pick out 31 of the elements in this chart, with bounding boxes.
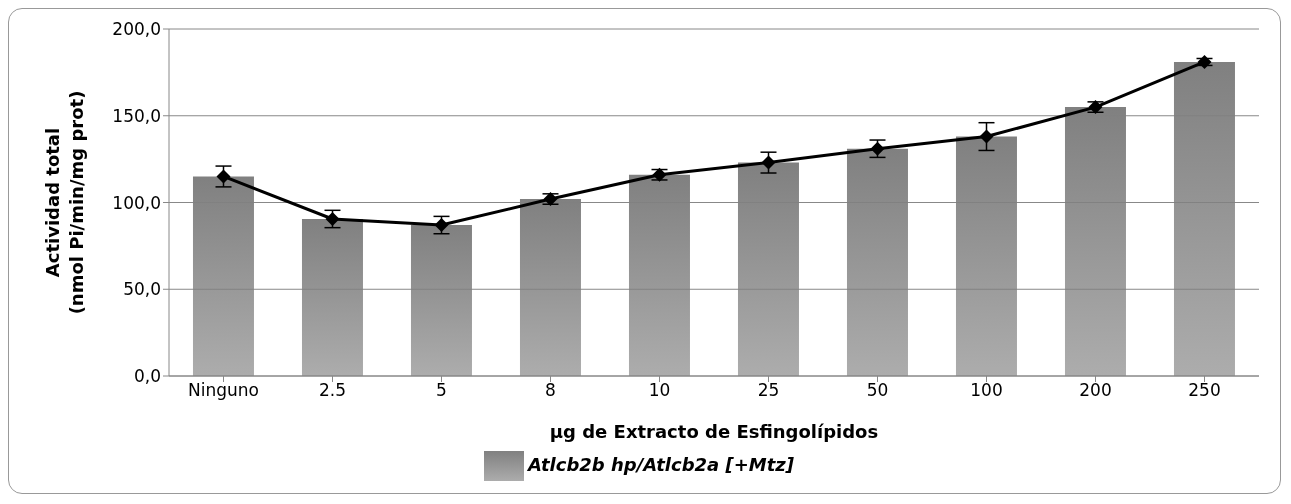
point	[979, 129, 994, 144]
y-tick-label: 150,0	[112, 105, 161, 126]
bar	[192, 176, 254, 376]
bar	[955, 136, 1017, 376]
x-tick-label: 50	[866, 380, 889, 401]
point	[216, 169, 231, 184]
y-tick-label: 200,0	[112, 19, 161, 40]
point	[761, 155, 776, 170]
x-tick-label: 8	[545, 380, 556, 401]
x-tick-label: 200	[1079, 380, 1112, 401]
bar	[519, 199, 581, 376]
legend-label: Atlcb2b hp/Atlcb2a [+Mtz]	[528, 453, 794, 475]
y-tick-label: 0,0	[133, 366, 161, 387]
y-tick-label: 50,0	[123, 279, 161, 300]
bar	[737, 162, 799, 376]
y-axis-title: Actividad total (nmol Pi/min/mg prot)	[42, 90, 87, 315]
x-tick-label: 5	[436, 380, 447, 401]
x-tick-label: 2.5	[318, 380, 347, 401]
bar	[301, 218, 363, 376]
x-tick-label: 10	[648, 380, 671, 401]
bar	[1064, 107, 1126, 376]
x-tick-label: 250	[1188, 380, 1221, 401]
y-tick-label: 100,0	[112, 192, 161, 213]
bar	[628, 174, 690, 376]
x-axis-title: μg de Extracto de Esfingolípidos	[549, 421, 879, 442]
x-tick-label: Ninguno	[188, 380, 259, 401]
bar	[846, 148, 908, 376]
x-tick-label: 25	[757, 380, 780, 401]
bar	[410, 225, 472, 376]
bar	[1173, 61, 1235, 376]
x-tick-label: 100	[970, 380, 1003, 401]
